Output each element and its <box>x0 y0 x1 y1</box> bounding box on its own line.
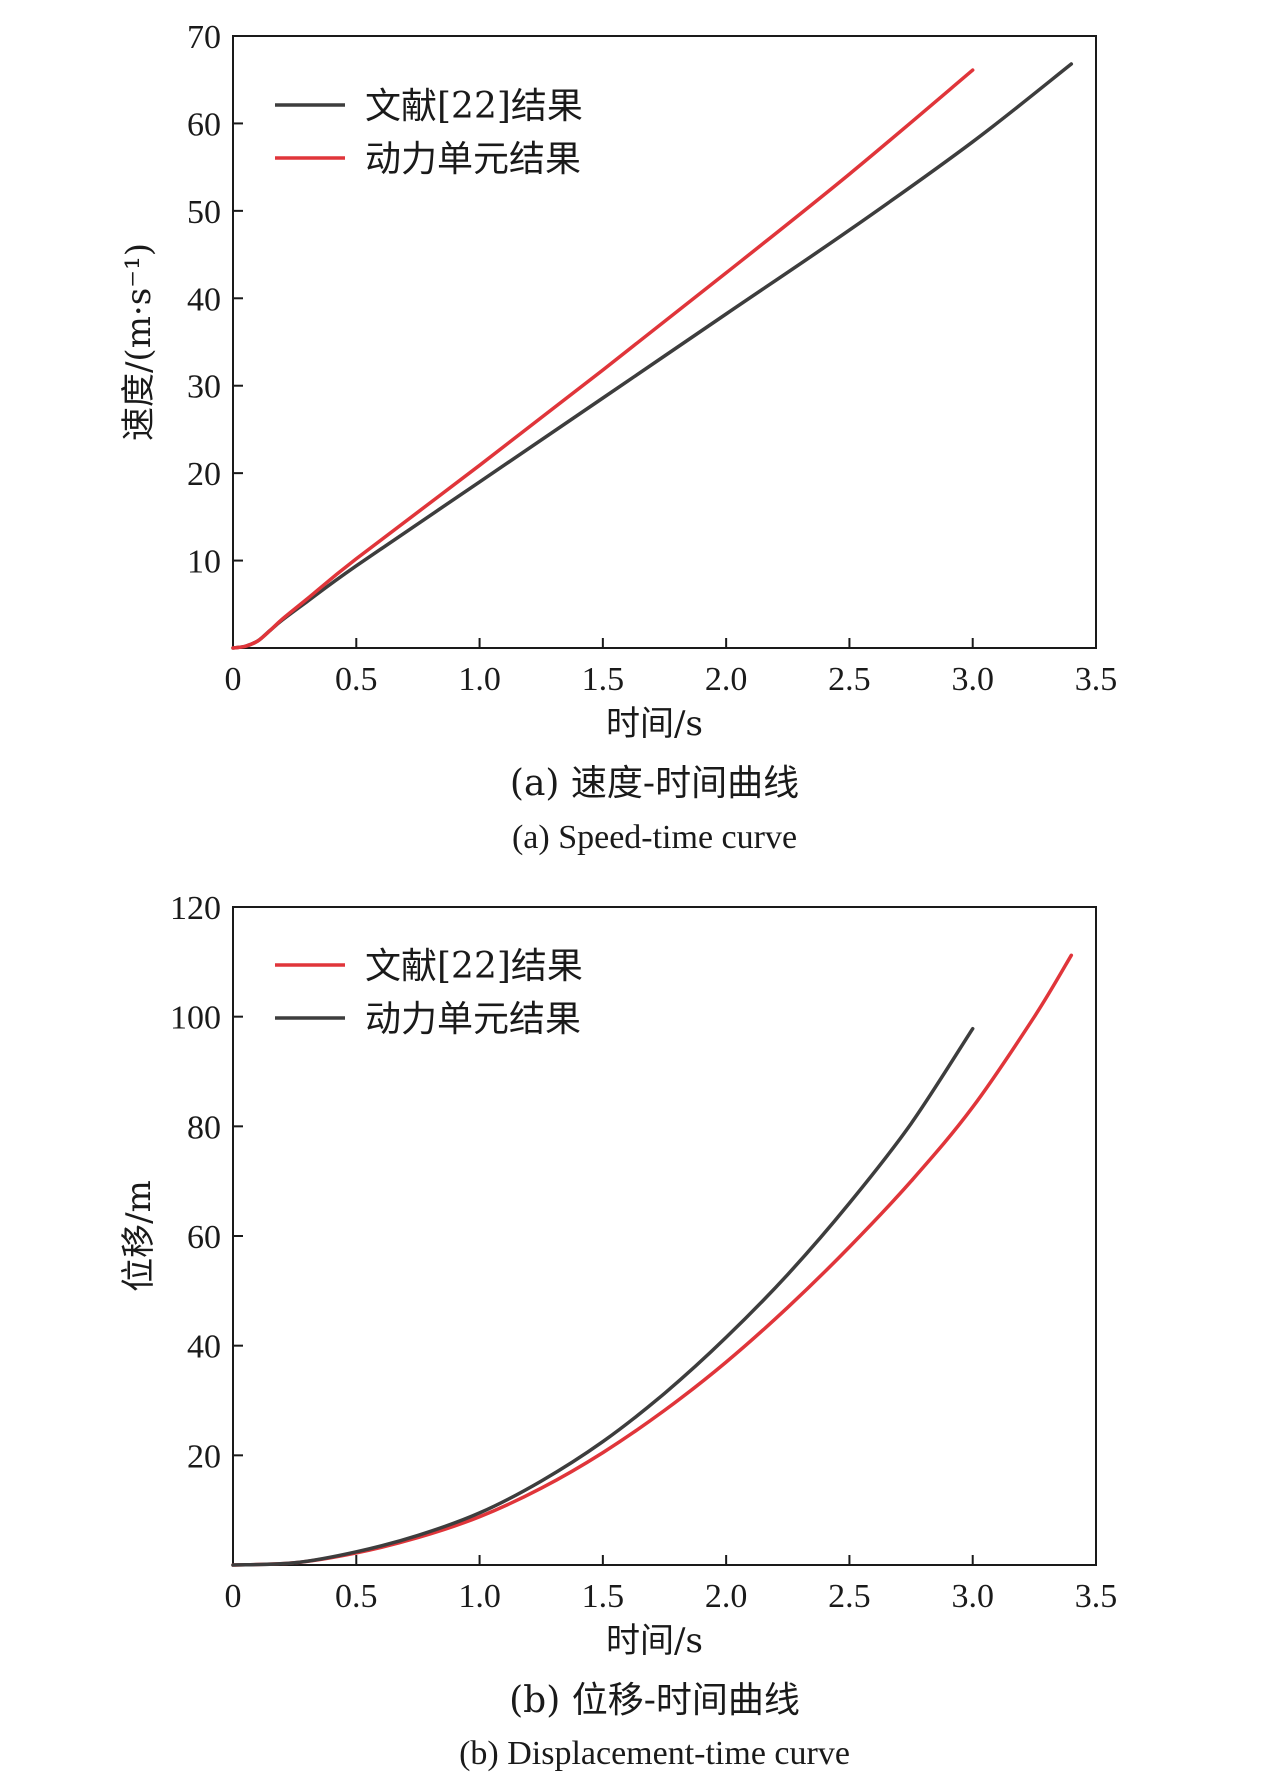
y-tick-label: 60 <box>187 106 221 143</box>
x-tick-label: 2.5 <box>828 661 871 698</box>
caption-chinese: (a) 速度-时间曲线 <box>510 763 799 804</box>
caption-english: (a) Speed-time curve <box>512 819 797 856</box>
legend-label: 文献[22]结果 <box>365 946 583 987</box>
y-axis-label: 位移/m <box>119 1180 159 1292</box>
y-tick-label: 50 <box>187 194 221 231</box>
legend-label: 动力单元结果 <box>365 139 581 180</box>
x-tick-label: 1.5 <box>582 1578 625 1615</box>
y-tick-label: 70 <box>187 19 221 56</box>
legend-label: 动力单元结果 <box>365 999 581 1040</box>
x-tick-label: 3.5 <box>1075 661 1118 698</box>
x-tick-label: 2.0 <box>705 1578 748 1615</box>
x-tick-label: 1.0 <box>458 1578 501 1615</box>
caption-english: (b) Displacement-time curve <box>459 1735 850 1772</box>
y-tick-label: 30 <box>187 369 221 406</box>
plot-area <box>232 35 1097 649</box>
series-line-0 <box>231 953 1074 1567</box>
x-tick-label: 0 <box>225 1578 242 1615</box>
x-tick-label: 2.0 <box>705 661 748 698</box>
y-tick-label: 60 <box>187 1219 221 1256</box>
y-tick-label: 10 <box>187 544 221 581</box>
plot-area <box>232 906 1097 1566</box>
x-axis-label: 时间/s <box>606 1621 703 1661</box>
caption-chinese: (b) 位移-时间曲线 <box>509 1680 800 1721</box>
x-tick-label: 0.5 <box>335 661 378 698</box>
x-tick-label: 3.0 <box>951 661 994 698</box>
speed-time-chart: 0 0.5 1.0 1.5 2.0 2.5 3.0 3.5 10 20 30 40 50 60 70 文献[2… <box>119 19 1117 856</box>
series-line-0 <box>231 62 1074 650</box>
y-tick-label: 80 <box>187 1109 221 1146</box>
y-tick-label: 100 <box>170 1000 221 1037</box>
y-axis-label: 速度/(m·s⁻¹) <box>119 243 159 441</box>
series-line-1 <box>231 68 975 650</box>
x-tick-label: 1.0 <box>458 661 501 698</box>
x-tick-label: 1.5 <box>582 661 625 698</box>
y-tick-label: 40 <box>187 1329 221 1366</box>
x-axis-label: 时间/s <box>606 704 703 744</box>
series-line-1 <box>231 1026 975 1567</box>
y-tick-label: 40 <box>187 281 221 318</box>
y-tick-label: 20 <box>187 456 221 493</box>
y-tick-label: 120 <box>170 890 221 927</box>
x-tick-label: 3.0 <box>951 1578 994 1615</box>
x-tick-label: 3.5 <box>1075 1578 1118 1615</box>
x-tick-label: 2.5 <box>828 1578 871 1615</box>
x-tick-label: 0.5 <box>335 1578 378 1615</box>
displacement-time-chart: 0 0.5 1.0 1.5 2.0 2.5 3.0 3.5 20 40 60 80 100 120 文献[2… <box>119 890 1117 1772</box>
legend-label: 文献[22]结果 <box>365 86 583 127</box>
x-tick-label: 0 <box>225 661 242 698</box>
y-tick-label: 20 <box>187 1438 221 1475</box>
